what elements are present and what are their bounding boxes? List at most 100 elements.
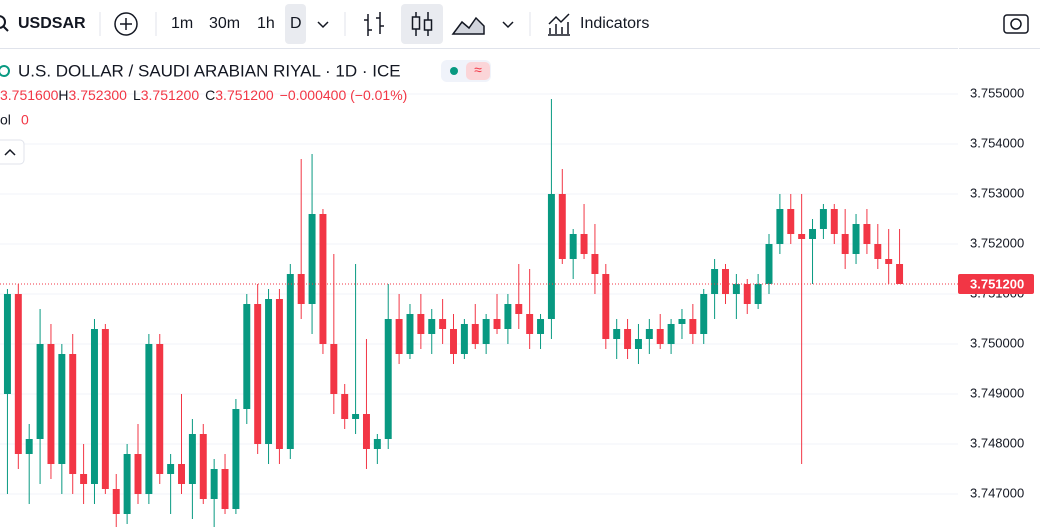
candle-body	[624, 329, 632, 349]
candle-body	[819, 209, 827, 229]
candle-body	[362, 414, 370, 449]
y-tick-label: 3.749000	[970, 385, 1024, 400]
candle-body	[243, 304, 251, 409]
plot: 3.7550003.7540003.7530003.7520003.751000…	[0, 48, 1034, 527]
y-tick-label: 3.754000	[970, 135, 1024, 150]
candle-body	[591, 254, 599, 274]
candle-body	[395, 319, 403, 354]
candles-icon-body[interactable]	[411, 16, 421, 30]
candle-body	[537, 319, 545, 334]
candle-body	[428, 319, 436, 334]
candle-body	[373, 439, 381, 449]
candle-body	[450, 329, 457, 354]
candle-body	[319, 214, 327, 344]
candle-body	[634, 339, 642, 349]
candle-body	[254, 304, 262, 444]
y-tick-label: 3.750000	[970, 335, 1024, 350]
change-value: −0.000400 (−0.01%)	[280, 87, 408, 103]
candle-body	[47, 344, 55, 464]
bars-icon[interactable]	[364, 12, 384, 36]
candle-body	[439, 319, 447, 329]
candle-body	[417, 314, 425, 334]
indicators-button[interactable]: Indicators	[580, 15, 649, 32]
candle-body	[580, 234, 588, 254]
interval-1h[interactable]: 1h	[257, 15, 275, 32]
candle-body	[14, 294, 22, 454]
ohlc-values: 3.751600H3.752300 L3.751200 C3.751200 −0.00…	[0, 87, 407, 103]
candle-body	[711, 269, 719, 294]
candle-body	[90, 329, 98, 484]
toolbar-bg	[0, 0, 1040, 48]
candle-body	[602, 274, 610, 339]
candle-body	[852, 224, 860, 254]
candle-body	[101, 329, 109, 489]
candle-body	[874, 244, 882, 259]
candle-body	[25, 439, 33, 454]
candle-body	[798, 234, 806, 239]
candle-body	[558, 194, 566, 259]
candle-body	[613, 329, 621, 339]
symbol[interactable]: USDSAR	[18, 15, 86, 32]
candle-body	[776, 209, 784, 244]
candle-body	[145, 344, 153, 494]
candle-body	[765, 244, 773, 284]
candle-body	[830, 209, 838, 234]
candle-body	[809, 229, 817, 239]
candle-body	[743, 284, 751, 304]
low-label: L	[133, 87, 141, 103]
candle-body	[167, 464, 175, 474]
legend: U.S. DOLLAR / SAUDI ARABIAN RIYAL · 1D ·…	[0, 60, 491, 165]
candle-body	[178, 464, 185, 484]
candle-body	[896, 264, 904, 284]
y-tick-label: 3.753000	[970, 185, 1024, 200]
interval-d[interactable]: D	[290, 15, 302, 32]
candle-body	[656, 329, 664, 344]
search-icon[interactable]	[0, 15, 6, 29]
area-icon[interactable]	[451, 16, 485, 35]
chart-type-active-bg	[401, 4, 443, 44]
interval-1m[interactable]: 1m	[171, 15, 193, 32]
candle-body	[460, 324, 468, 354]
candle-body	[188, 434, 196, 484]
candle-body	[722, 269, 729, 294]
compare-plus	[120, 18, 132, 30]
candle-body	[221, 469, 229, 509]
candle-body	[471, 324, 479, 344]
candle-body	[700, 294, 708, 334]
candles-icon-body	[423, 19, 433, 31]
candle-body	[112, 489, 120, 514]
interval-dropdown[interactable]	[317, 21, 329, 29]
toolbar: USDSAR 1m 30m 1h D Indicators	[0, 0, 1040, 49]
candle-body	[732, 284, 740, 294]
candle-body	[754, 284, 762, 304]
candle-body	[526, 314, 534, 334]
chart-type-dropdown[interactable]	[502, 21, 514, 29]
candle-body	[841, 234, 849, 254]
candle-body	[645, 329, 653, 339]
candle-body	[69, 354, 77, 474]
high-value: 3.752300	[69, 87, 128, 103]
y-tick-label: 3.747000	[970, 485, 1024, 500]
interval-active-bg	[285, 4, 306, 44]
compare-button[interactable]	[114, 12, 138, 36]
candle-body	[308, 214, 316, 304]
candle-body	[547, 194, 555, 319]
candle-body	[667, 324, 675, 344]
snapshot-lens	[1010, 18, 1022, 30]
search-icon-handle	[2, 25, 9, 32]
last-price-label: 3.751200	[970, 276, 1024, 291]
candle-body	[275, 299, 283, 449]
last-price-tag	[958, 274, 1034, 294]
close-value: 3.751200	[215, 87, 274, 103]
legend-title: U.S. DOLLAR / SAUDI ARABIAN RIYAL · 1D ·…	[18, 61, 401, 80]
high-label: H	[58, 87, 68, 103]
candle-body	[689, 319, 697, 334]
snapshot-button[interactable]	[1003, 14, 1029, 34]
candle-body	[286, 274, 294, 449]
interval-30m[interactable]: 30m	[209, 15, 240, 32]
candle-body	[265, 299, 273, 444]
indicators-icon[interactable]	[548, 13, 570, 36]
candle-body	[232, 409, 240, 509]
close-label: C	[205, 87, 215, 103]
